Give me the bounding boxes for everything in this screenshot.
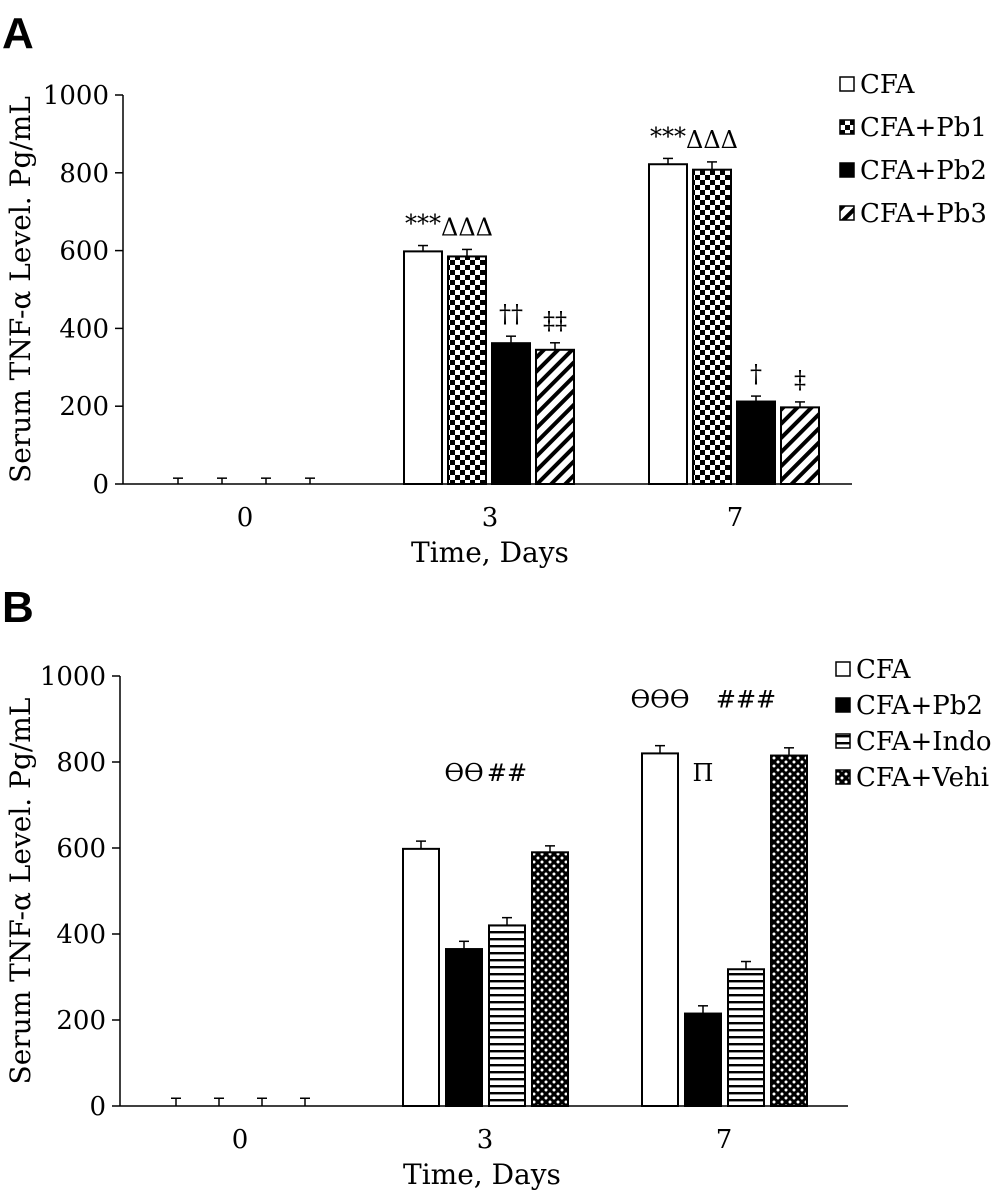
x-tick-label: 0 (237, 503, 254, 533)
x-tick-label: 3 (482, 503, 499, 533)
significance-marker: ‡‡ (543, 307, 567, 335)
bar-cfa-indo-day-7 (727, 968, 765, 1108)
significance-marker: †† (499, 300, 523, 328)
significance-marker: ΔΔΔ (441, 213, 493, 241)
chart-panel-a: A 0 200 400 600 800 1000 0 3 7 Time, Days Serum TNF… (2, 9, 987, 569)
significance-marker: ‡ (794, 366, 806, 394)
x-tick-label: 7 (716, 1125, 733, 1155)
significance-marker: ϴϴ (444, 759, 483, 787)
legend-label: CFA (860, 70, 916, 100)
bar-cfa-indo-day-3 (488, 924, 526, 1108)
y-tick-label: 200 (59, 392, 109, 422)
significance-marker: ϴϴϴ (630, 686, 689, 714)
legend-swatch (839, 119, 855, 135)
legend-swatch (835, 733, 851, 749)
bar-cfa-pb2-day-3 (445, 948, 483, 1107)
bar-cfa-pb2-day-3 (491, 342, 531, 485)
y-tick-label: 400 (59, 314, 109, 344)
y-tick-label: 800 (59, 159, 109, 189)
y-tick-label: 800 (56, 748, 106, 778)
legend-label: CFA+Pb3 (860, 199, 987, 229)
significance-marker: ΔΔΔ (686, 126, 738, 154)
bar-cfa-day-3 (403, 250, 443, 485)
legend-swatch (839, 162, 855, 178)
legend-swatch (839, 76, 855, 92)
y-tick-label: 200 (56, 1006, 106, 1036)
bar-cfa-day-7 (648, 163, 688, 485)
bar-cfa-day-7 (641, 752, 679, 1108)
legend-label: CFA+Pb2 (860, 156, 987, 186)
y-axis-title: Serum TNF-α Level. Pg/mL (4, 96, 37, 483)
bar-cfa-day-3 (402, 847, 440, 1107)
significance-marker: ## (487, 759, 527, 787)
y-tick-label: 600 (59, 237, 109, 267)
bar-cfa-pb3-day-7 (780, 406, 820, 486)
bar-cfa-vehi-day-7 (770, 754, 808, 1107)
legend-label: CFA+Vehi (856, 763, 989, 793)
bar-cfa-pb1-day-7 (692, 168, 732, 486)
legend-swatch (835, 769, 851, 785)
significance-marker: † (750, 360, 762, 388)
x-tick-label: 7 (727, 503, 744, 533)
legend-swatch (835, 661, 851, 677)
significance-marker: Π (693, 759, 714, 787)
y-tick-label: 600 (56, 834, 106, 864)
y-tick-label: 0 (92, 470, 109, 500)
x-axis-title: Time, Days (403, 1158, 561, 1191)
bar-cfa-pb2-day-7 (684, 1012, 722, 1107)
significance-marker: *** (650, 122, 686, 150)
chart-panel-b: B 0 200 400 600 800 1000 0 3 7 Time, Days Serum TNF… (2, 583, 992, 1191)
panel-label: B (2, 583, 34, 632)
significance-marker: *** (405, 210, 441, 238)
legend-swatch (839, 205, 855, 221)
legend-swatch (835, 697, 851, 713)
bar-cfa-pb1-day-3 (447, 255, 487, 485)
y-axis-title: Serum TNF-α Level. Pg/mL (4, 698, 37, 1085)
legend-label: CFA+Pb1 (860, 113, 987, 143)
x-tick-label: 0 (232, 1125, 249, 1155)
bar-cfa-pb2-day-7 (736, 400, 776, 486)
legend-label: CFA+Pb2 (856, 691, 983, 721)
significance-marker: ### (716, 686, 776, 714)
x-tick-label: 3 (477, 1125, 494, 1155)
legend-label: CFA+Indo (856, 727, 992, 757)
bar-cfa-vehi-day-3 (531, 851, 569, 1107)
panel-label: A (2, 9, 34, 58)
bar-cfa-pb3-day-3 (535, 348, 575, 486)
y-tick-label: 400 (56, 920, 106, 950)
legend-label: CFA (856, 655, 912, 685)
x-axis-title: Time, Days (411, 536, 569, 569)
y-tick-label: 1000 (40, 662, 106, 692)
y-tick-label: 0 (89, 1092, 106, 1122)
y-tick-label: 1000 (43, 81, 109, 111)
